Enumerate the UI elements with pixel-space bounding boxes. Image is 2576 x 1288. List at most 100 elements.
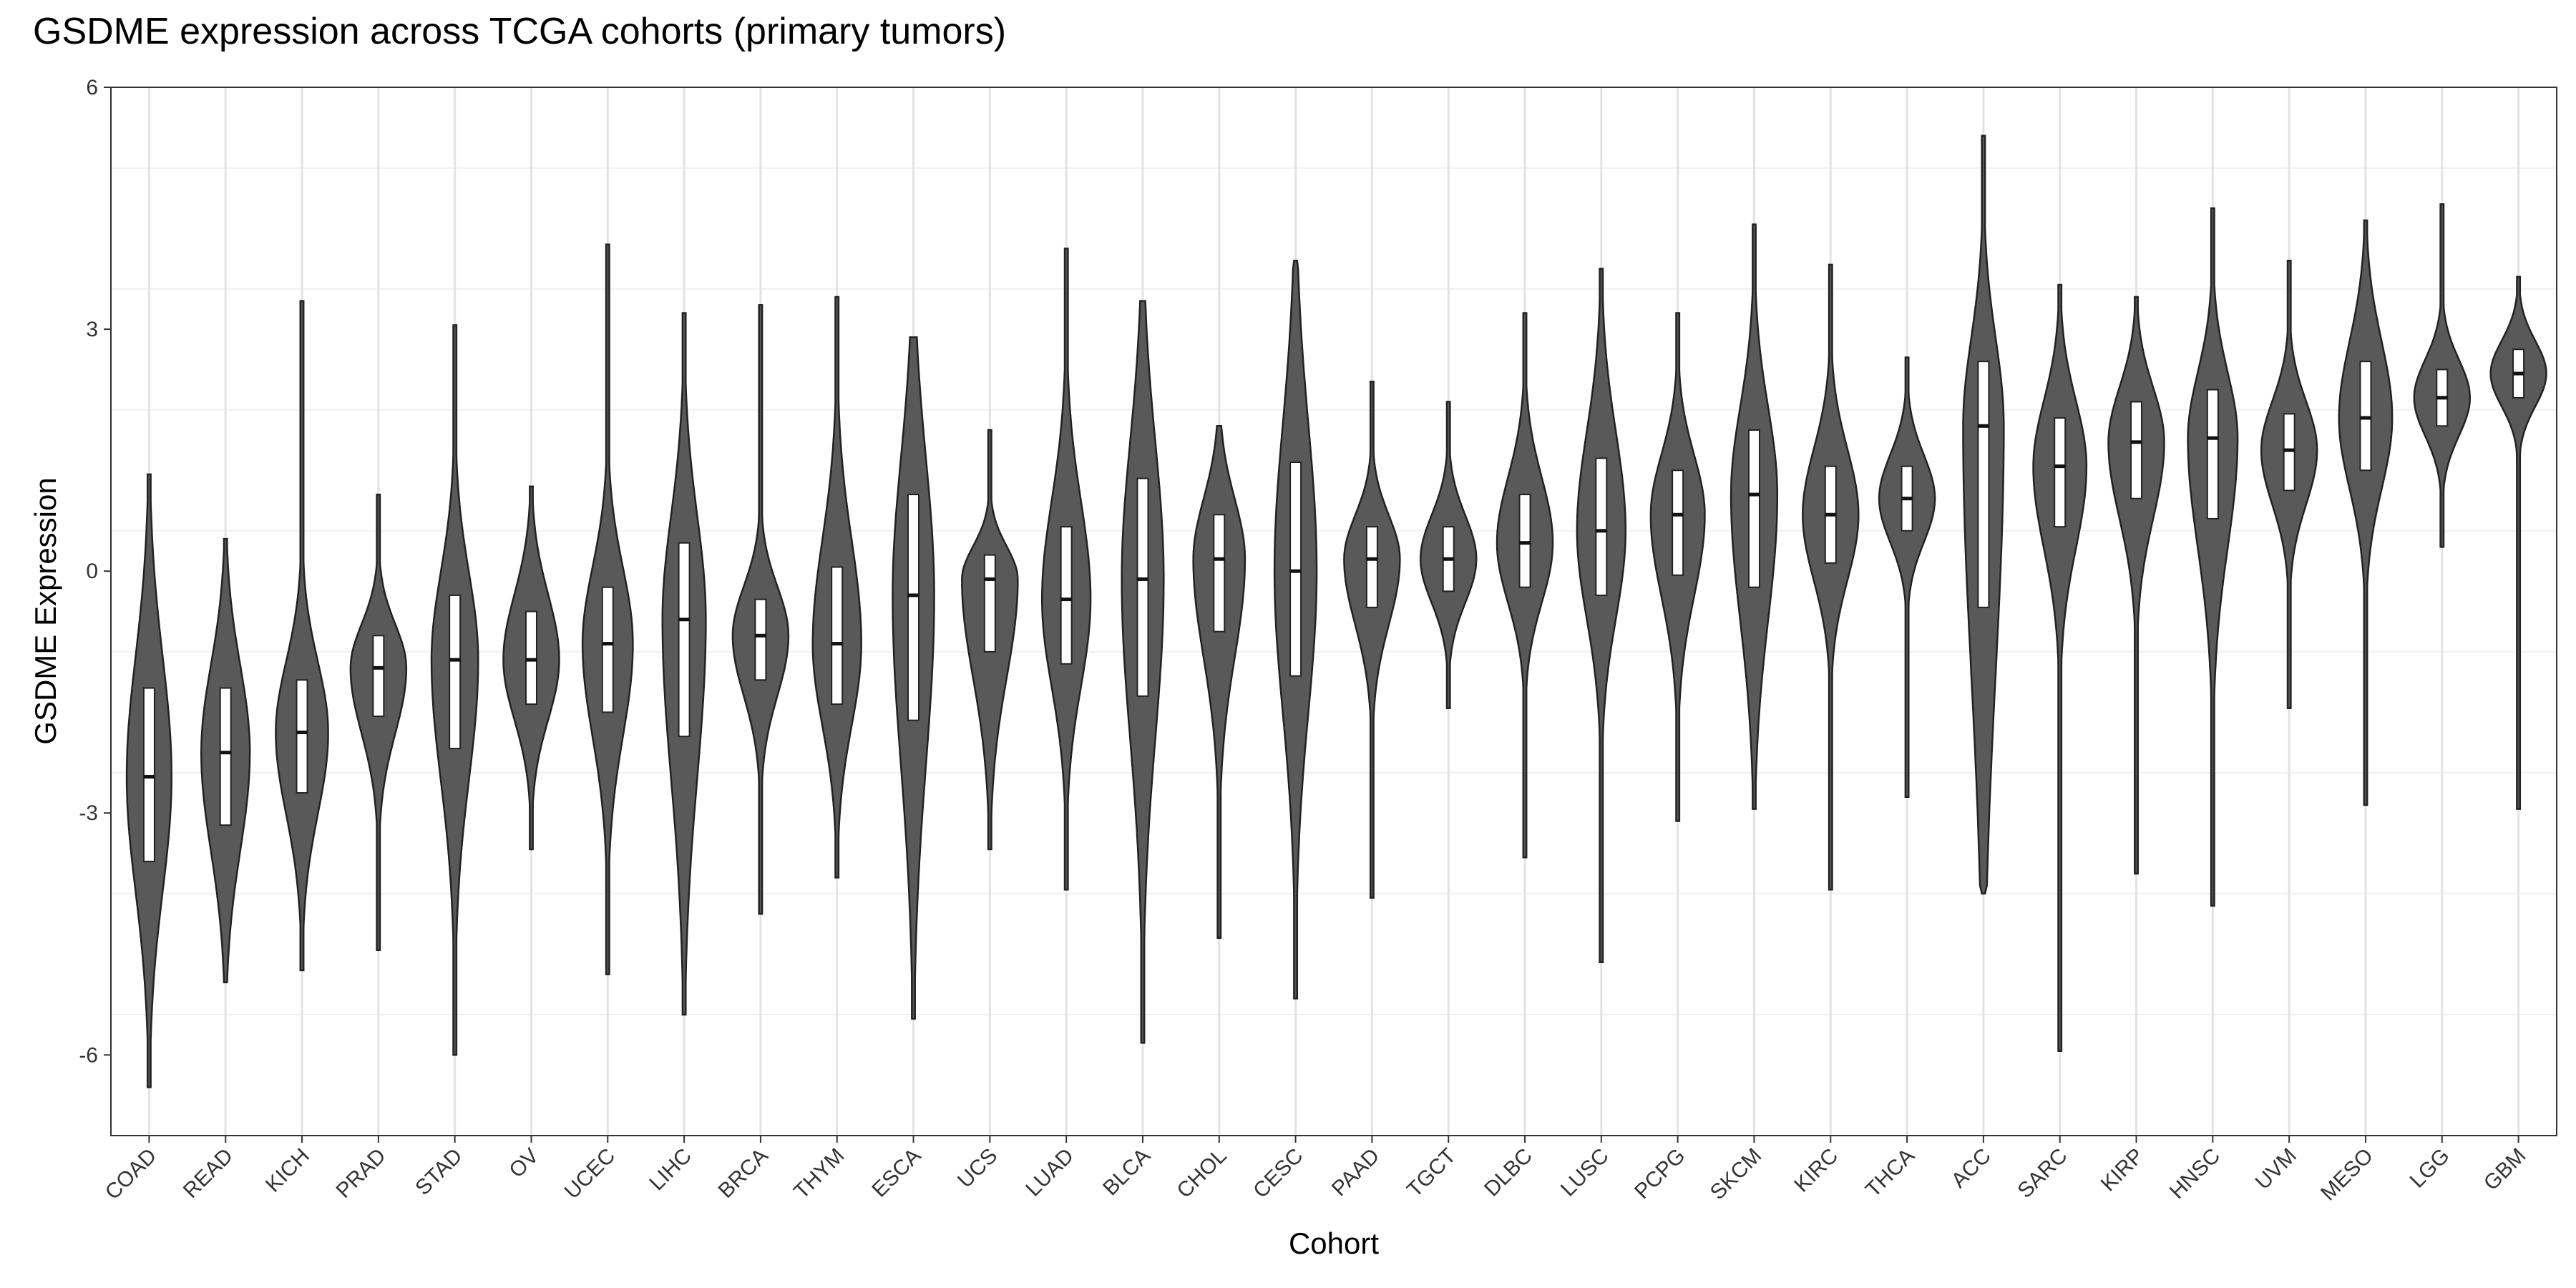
x-tick-label-stad: STAD xyxy=(411,1144,467,1200)
x-tick-label-prad: PRAD xyxy=(332,1144,391,1203)
iqr-box xyxy=(831,566,844,706)
violin-body xyxy=(1802,263,1860,891)
iqr-box xyxy=(1595,457,1608,596)
violin-stad xyxy=(430,324,479,1056)
x-axis-title: Cohort xyxy=(1289,1226,1379,1260)
iqr-box xyxy=(754,598,767,681)
violin-blca xyxy=(1121,300,1165,1044)
y-tick-label: 3 xyxy=(86,318,98,341)
x-tick-label-dlbc: DLBC xyxy=(1480,1144,1537,1201)
x-tick-label-blca: BLCA xyxy=(1098,1144,1155,1201)
x-tick-label-hnsc: HNSC xyxy=(2165,1144,2225,1204)
violin-uvm xyxy=(2260,260,2318,709)
x-tick-label-tgct: TGCT xyxy=(1402,1144,1460,1202)
violin-ucec xyxy=(581,243,634,975)
iqr-box xyxy=(142,687,155,862)
violin-ucs xyxy=(961,429,1019,851)
iqr-box xyxy=(983,554,996,653)
x-tick-label-cesc: CESC xyxy=(1249,1144,1307,1203)
x-tick-label-gbm: GBM xyxy=(2479,1144,2531,1196)
violin-prad xyxy=(349,493,408,952)
plot-border xyxy=(110,87,2557,1136)
x-tick-label-lihc: LIHC xyxy=(645,1144,696,1196)
x-tick-label-kich: KICH xyxy=(261,1144,314,1197)
violin-skcm xyxy=(1729,223,1779,810)
iqr-box xyxy=(1365,526,1378,608)
violin-gbm xyxy=(2489,275,2547,810)
violin-body xyxy=(1878,356,1936,798)
violin-luad xyxy=(1040,248,1092,891)
violin-brca xyxy=(731,304,790,915)
violin-sarc xyxy=(2032,283,2088,1052)
x-tick-label-thym: THYM xyxy=(789,1144,849,1204)
violin-kirp xyxy=(2107,296,2165,875)
violin-ov xyxy=(502,485,560,851)
iqr-box xyxy=(2054,417,2067,528)
violin-body xyxy=(349,493,408,952)
violin-paad xyxy=(1343,381,1401,899)
iqr-box xyxy=(907,494,920,721)
iqr-box xyxy=(601,586,614,713)
iqr-box xyxy=(449,594,462,750)
violin-kich xyxy=(275,300,329,972)
iqr-box xyxy=(1213,514,1226,633)
x-tick-label-uvm: UVM xyxy=(2251,1144,2301,1194)
x-tick-label-coad: COAD xyxy=(101,1144,162,1205)
violin-body xyxy=(1343,381,1401,899)
violin-coad xyxy=(125,473,172,1088)
violin-cesc xyxy=(1273,260,1318,1000)
violin-body xyxy=(2489,275,2547,810)
violin-body xyxy=(1576,268,1627,963)
x-tick-label-luad: LUAD xyxy=(1021,1144,1078,1201)
iqr-box xyxy=(1672,469,1684,576)
iqr-box xyxy=(1060,526,1073,665)
x-tick-label-chol: CHOL xyxy=(1172,1144,1231,1203)
x-tick-label-ucs: UCS xyxy=(953,1144,1002,1193)
violin-body xyxy=(2187,207,2239,907)
y-tick-label: -6 xyxy=(79,1043,98,1067)
violin-dlbc xyxy=(1496,312,1554,859)
x-tick-label-kirc: KIRC xyxy=(1790,1144,1843,1197)
x-tick-label-thca: THCA xyxy=(1861,1144,1919,1202)
violin-body xyxy=(2032,283,2088,1052)
violin-chol xyxy=(1192,425,1246,940)
violin-esca xyxy=(892,336,935,1020)
x-tick-label-sarc: SARC xyxy=(2013,1144,2072,1203)
x-tick-label-esca: ESCA xyxy=(867,1144,925,1202)
iqr-box xyxy=(678,542,691,738)
iqr-box xyxy=(2206,389,2219,519)
violin-thca xyxy=(1878,356,1936,798)
violin-body xyxy=(1192,425,1246,940)
iqr-box xyxy=(1136,477,1149,697)
violin-lusc xyxy=(1576,268,1627,963)
iqr-box xyxy=(525,610,537,706)
iqr-box xyxy=(2359,361,2372,472)
x-tick-label-ov: OV xyxy=(504,1144,543,1183)
chart-title: GSDME expression across TCGA cohorts (pr… xyxy=(33,11,1007,52)
plot-panel xyxy=(111,87,2557,1136)
x-tick-label-brca: BRCA xyxy=(714,1144,773,1203)
violin-body xyxy=(2107,296,2165,875)
x-tick-label-skcm: SKCM xyxy=(1706,1144,1767,1205)
y-tick-label: -3 xyxy=(79,801,98,825)
violin-layer xyxy=(125,135,2547,1088)
x-tick-label-lgg: LGG xyxy=(2406,1144,2454,1193)
x-tick-label-acc: ACC xyxy=(1947,1144,1996,1193)
iqr-box xyxy=(1518,494,1531,588)
x-tick-label-meso: MESO xyxy=(2316,1144,2378,1206)
y-axis-title: GSDME Expression xyxy=(29,477,62,744)
x-tick-label-kirp: KIRP xyxy=(2097,1144,2149,1196)
violin-lihc xyxy=(661,312,707,1016)
iqr-box xyxy=(2283,413,2296,492)
violin-pcpg xyxy=(1649,312,1706,822)
x-tick-label-pcpg: PCPG xyxy=(1630,1144,1689,1204)
iqr-box xyxy=(1747,429,1760,588)
violin-kirc xyxy=(1802,263,1860,891)
iqr-box xyxy=(372,635,385,717)
x-tick-label-lusc: LUSC xyxy=(1556,1144,1614,1201)
violin-body xyxy=(275,300,329,972)
y-tick-label: 0 xyxy=(86,560,98,583)
violin-body xyxy=(2338,219,2394,806)
violin-hnsc xyxy=(2187,207,2239,907)
